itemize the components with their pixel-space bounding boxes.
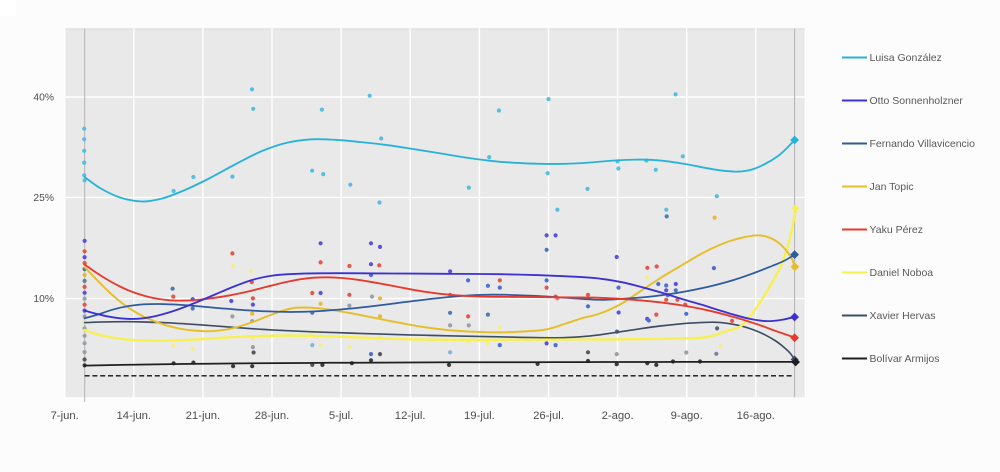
svg-text:Jan Topic: Jan Topic xyxy=(870,181,914,193)
svg-text:16-ago.: 16-ago. xyxy=(737,410,775,422)
svg-text:5-jul.: 5-jul. xyxy=(329,410,354,422)
svg-text:Xavier Hervas: Xavier Hervas xyxy=(870,310,936,322)
svg-text:10%: 10% xyxy=(33,294,54,305)
svg-text:19-jul.: 19-jul. xyxy=(464,410,495,422)
svg-text:12-jul.: 12-jul. xyxy=(395,410,426,422)
svg-text:2-ago.: 2-ago. xyxy=(602,410,634,422)
svg-text:Fernando Villavicencio: Fernando Villavicencio xyxy=(870,138,976,150)
svg-text:7-jun.: 7-jun. xyxy=(51,410,79,422)
svg-text:Luisa González: Luisa González xyxy=(870,52,942,64)
svg-text:Daniel Noboa: Daniel Noboa xyxy=(870,267,934,279)
svg-text:Bolívar Armijos: Bolívar Armijos xyxy=(870,353,940,365)
svg-text:28-jun.: 28-jun. xyxy=(255,410,290,422)
svg-text:40%: 40% xyxy=(33,93,54,104)
svg-text:14-jun.: 14-jun. xyxy=(117,410,152,422)
svg-text:25%: 25% xyxy=(33,193,54,204)
svg-text:Otto Sonnenholzner: Otto Sonnenholzner xyxy=(870,95,964,107)
svg-text:26-jul.: 26-jul. xyxy=(533,410,564,422)
svg-text:21-jun.: 21-jun. xyxy=(186,410,221,422)
svg-text:9-ago.: 9-ago. xyxy=(671,410,703,422)
svg-text:Yaku Pérez: Yaku Pérez xyxy=(870,224,924,236)
